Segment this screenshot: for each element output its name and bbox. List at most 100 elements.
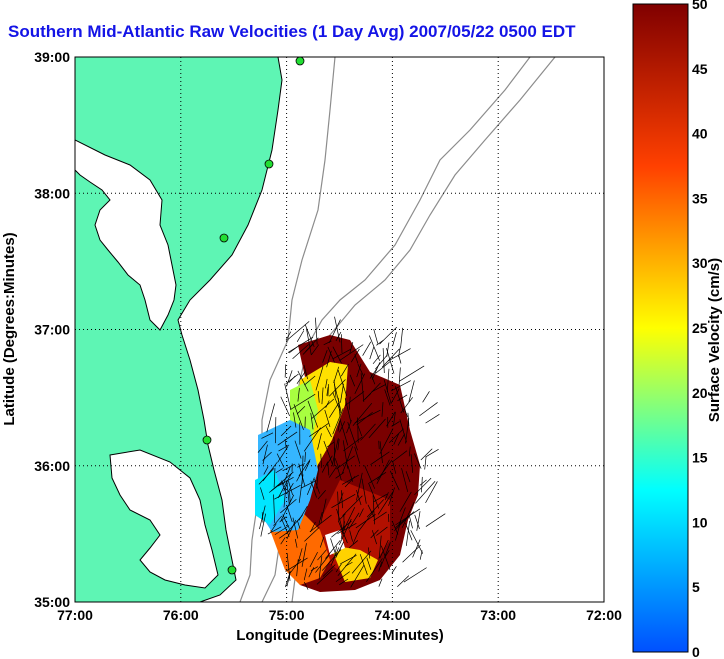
velocity-vector <box>397 575 410 587</box>
velocity-vector <box>332 408 344 435</box>
velocity-vector <box>332 392 342 414</box>
velocity-vector <box>384 492 389 501</box>
velocity-vector <box>390 380 411 392</box>
velocity-vector <box>354 446 361 464</box>
velocity-vector <box>310 521 316 533</box>
velocity-vector <box>356 490 362 506</box>
velocity-vector <box>311 398 335 419</box>
velocity-vector <box>310 566 319 571</box>
velocity-vector <box>262 444 268 465</box>
velocity-vector <box>369 368 377 379</box>
velocity-vector <box>368 418 386 439</box>
velocity-vector <box>322 564 336 577</box>
velocity-vector <box>373 493 388 503</box>
velocity-vector <box>375 354 388 370</box>
station-marker <box>295 57 305 66</box>
velocity-vector <box>337 438 340 451</box>
velocity-vector <box>269 481 284 493</box>
velocity-vector <box>366 557 372 570</box>
velocity-vector <box>321 387 324 405</box>
velocity-vector <box>274 525 290 536</box>
velocity-vector <box>280 396 290 417</box>
velocity-vector <box>376 459 390 484</box>
velocity-vector <box>370 529 379 539</box>
velocity-vector <box>328 465 338 478</box>
velocity-vector <box>283 487 287 508</box>
velocity-vector <box>357 364 364 376</box>
velocity-vector <box>410 454 414 473</box>
velocity-vector <box>381 348 400 368</box>
velocity-vector <box>327 441 335 448</box>
x-tick-label: 77:00 <box>57 607 93 623</box>
velocity-vector <box>287 483 294 493</box>
velocity-vector <box>362 393 372 402</box>
y-tick-label: 39:00 <box>34 49 70 65</box>
velocity-vector <box>323 340 332 346</box>
velocity-vector <box>277 472 292 499</box>
velocity-vector <box>405 520 410 546</box>
velocity-vector <box>290 393 316 410</box>
velocity-vector <box>323 440 334 467</box>
velocity-vector <box>267 526 282 535</box>
velocity-vector <box>306 328 312 356</box>
colorbar-tick-labels: 0 5 10 15 20 25 30 35 40 45 50 <box>692 0 708 659</box>
velocity-vector <box>389 428 404 443</box>
velocity-vector <box>316 569 333 585</box>
velocity-vector <box>280 537 286 545</box>
velocity-vector <box>273 515 283 526</box>
velocity-vector <box>354 373 366 395</box>
velocity-vector <box>379 441 383 464</box>
colorbar-tick: 50 <box>692 0 708 12</box>
velocity-vector <box>334 458 340 469</box>
velocity-vector <box>342 440 349 469</box>
velocity-vector <box>285 373 299 385</box>
velocity-vector <box>357 510 375 532</box>
velocity-vector <box>367 504 375 517</box>
velocity-vector <box>375 361 391 374</box>
velocity-vector <box>358 508 364 518</box>
velocity-vector <box>378 561 383 572</box>
velocity-vector <box>334 546 338 557</box>
velocity-vector <box>369 472 387 484</box>
velocity-vector <box>341 334 343 354</box>
velocity-vector <box>332 438 339 465</box>
velocity-vector <box>360 423 376 441</box>
velocity-vector <box>398 367 401 385</box>
velocity-vector <box>399 419 407 443</box>
velocity-vector <box>398 355 402 364</box>
colorbar-tick: 10 <box>692 514 708 530</box>
velocity-vector <box>393 411 396 426</box>
velocity-vector <box>335 472 345 479</box>
velocity-vector <box>340 490 343 509</box>
velocity-vector <box>370 373 376 385</box>
velocity-vector <box>339 418 349 446</box>
velocity-vector <box>351 550 372 574</box>
velocity-vector <box>360 373 365 403</box>
y-tick-label: 38:00 <box>34 185 70 201</box>
velocity-vector <box>337 420 341 432</box>
velocity-vector <box>408 380 415 402</box>
velocity-vector <box>280 425 292 437</box>
velocity-vector <box>349 374 356 387</box>
velocity-vector <box>397 433 406 446</box>
velocity-vector <box>286 370 293 387</box>
velocity-vector <box>362 341 372 356</box>
chesapeake-bay <box>75 139 177 331</box>
velocity-vector <box>399 365 425 382</box>
velocity-vector <box>419 479 427 486</box>
velocity-vector <box>315 555 330 573</box>
colorbar-tick: 35 <box>692 190 708 206</box>
velocity-vector <box>297 520 301 529</box>
velocity-vector <box>285 571 291 588</box>
velocity-vector <box>364 465 376 489</box>
velocity-vector <box>315 317 318 345</box>
velocity-vector <box>371 384 386 393</box>
velocity-vector <box>304 527 320 542</box>
velocity-vector <box>317 549 327 561</box>
velocity-vector <box>304 375 316 386</box>
velocity-vector <box>388 487 395 506</box>
velocity-vector <box>317 433 322 450</box>
velocity-vector <box>398 507 406 526</box>
velocity-vector <box>376 526 388 536</box>
